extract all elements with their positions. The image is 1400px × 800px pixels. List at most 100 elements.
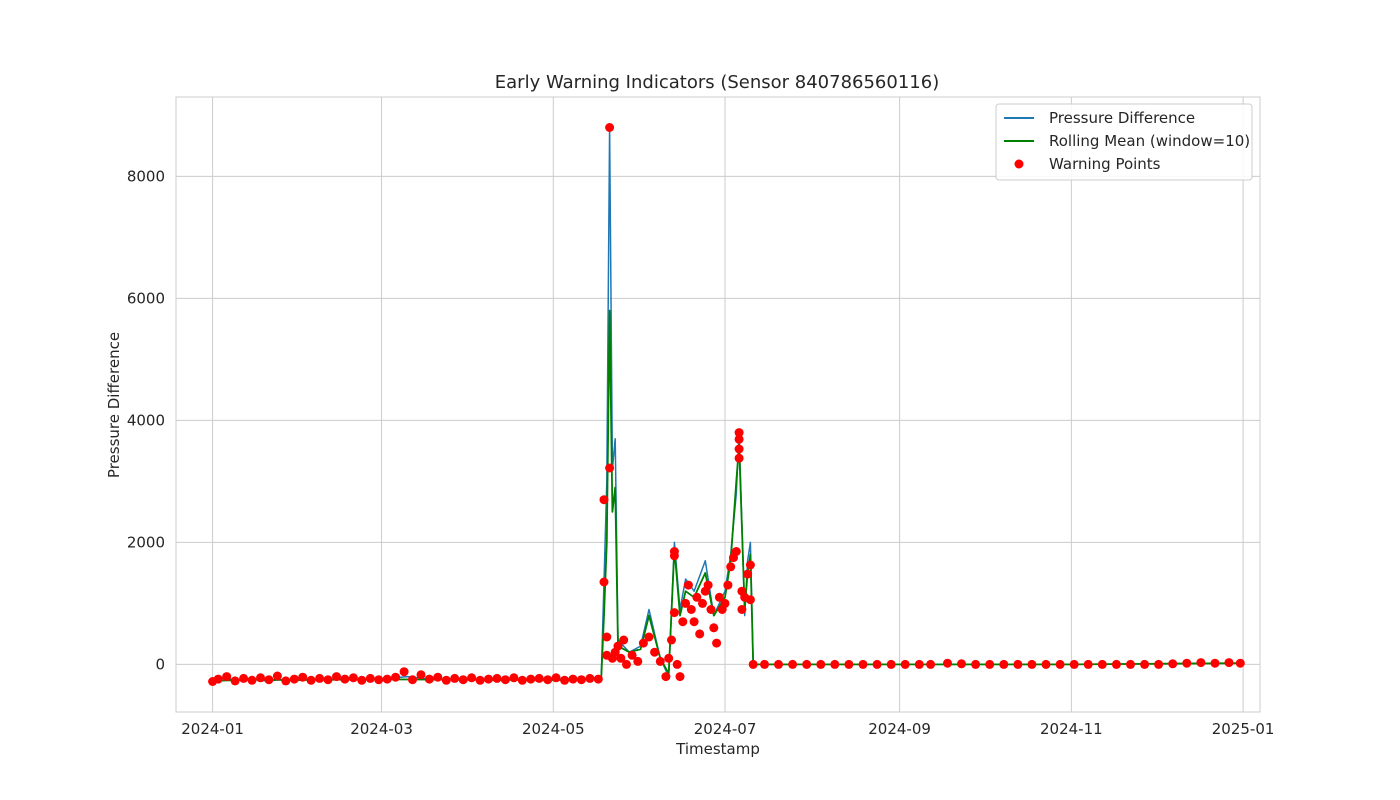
x-tick-label: 2025-01 <box>1212 720 1275 738</box>
warning-point <box>315 673 325 683</box>
warning-point <box>382 674 392 684</box>
warning-point <box>726 562 736 572</box>
warning-point <box>655 656 665 666</box>
warning-point <box>467 673 477 683</box>
warning-point <box>669 608 679 618</box>
warning-point <box>1182 658 1192 668</box>
warning-point <box>357 675 367 685</box>
warning-point <box>433 672 443 682</box>
warning-point <box>500 675 510 685</box>
warning-point <box>534 673 544 683</box>
warning-point <box>971 659 981 669</box>
warning-point <box>681 598 691 608</box>
warning-point <box>1154 659 1164 669</box>
warning-point <box>424 674 434 684</box>
warning-point <box>999 659 1009 669</box>
warning-point <box>709 623 719 633</box>
warning-point <box>698 598 707 608</box>
warning-point <box>281 676 291 686</box>
warning-point <box>602 632 612 642</box>
warning-points <box>208 123 1245 686</box>
warning-point <box>517 675 527 685</box>
warning-point <box>374 675 384 685</box>
warning-point <box>686 605 696 614</box>
rolling-mean-line <box>212 309 1241 682</box>
warning-point <box>774 659 783 669</box>
warning-point <box>760 659 769 669</box>
warning-point <box>391 672 401 682</box>
warning-point <box>692 592 702 602</box>
warning-point <box>222 672 232 682</box>
warning-point <box>365 673 375 683</box>
x-tick-label: 2024-09 <box>868 720 931 738</box>
warning-point <box>872 659 882 669</box>
y-tick-label: 8000 <box>127 167 165 185</box>
warning-point <box>672 659 682 669</box>
warning-point <box>745 560 755 570</box>
warning-point <box>560 675 570 685</box>
warning-point <box>633 656 643 666</box>
x-tick-label: 2024-11 <box>1040 720 1103 738</box>
warning-point <box>675 672 685 682</box>
warning-point <box>613 641 623 651</box>
warning-point <box>264 675 274 685</box>
series <box>208 123 1245 686</box>
warning-point <box>1013 659 1023 669</box>
warning-point <box>627 650 637 660</box>
warning-point <box>1168 659 1178 669</box>
warning-point <box>1069 659 1079 669</box>
warning-point <box>664 653 674 663</box>
warning-point <box>957 659 966 669</box>
warning-point <box>734 428 744 438</box>
warning-point <box>703 580 713 590</box>
warning-point <box>239 673 249 683</box>
warning-point <box>416 670 426 680</box>
warning-point <box>543 675 553 685</box>
warning-point <box>408 675 417 685</box>
warning-point <box>706 605 716 614</box>
warning-point <box>1224 658 1234 668</box>
warning-point <box>734 434 744 444</box>
warning-point <box>340 674 350 684</box>
warning-point <box>683 580 693 590</box>
warning-point <box>695 629 705 639</box>
warning-point <box>745 595 755 605</box>
warning-point <box>622 659 631 669</box>
warning-point <box>1027 659 1037 669</box>
warning-point <box>743 569 753 579</box>
warning-point <box>802 659 812 669</box>
warning-point <box>926 659 936 669</box>
warning-point <box>526 674 536 684</box>
warning-point <box>213 674 223 684</box>
legend-entry: Rolling Mean (window=10) <box>1049 132 1250 150</box>
warning-point <box>731 547 741 556</box>
warning-point <box>230 676 240 686</box>
warning-point <box>689 617 699 627</box>
warning-point <box>348 673 358 683</box>
warning-point <box>1126 659 1135 669</box>
grid <box>176 97 1260 712</box>
warning-point <box>667 635 676 645</box>
warning-point <box>914 659 924 669</box>
warning-point <box>985 659 995 669</box>
warning-point <box>616 653 626 663</box>
warning-point <box>943 658 952 668</box>
warning-point <box>1235 658 1245 668</box>
warning-point <box>844 659 854 669</box>
warning-point <box>599 577 609 587</box>
warning-point <box>568 674 578 684</box>
warning-point <box>650 647 660 657</box>
warning-point <box>458 675 468 685</box>
warning-point <box>1055 659 1065 669</box>
x-axis-label: Timestamp <box>675 740 760 758</box>
warning-point <box>734 453 744 463</box>
warning-point <box>475 675 485 685</box>
warning-point <box>1041 659 1051 669</box>
warning-point <box>593 674 603 684</box>
warning-point <box>714 592 724 602</box>
legend: Pressure Difference Rolling Mean (window=… <box>995 103 1253 181</box>
warning-point <box>551 673 561 683</box>
chart-title: Early Warning Indicators (Sensor 8407865… <box>495 72 939 93</box>
legend-box <box>995 103 1253 181</box>
